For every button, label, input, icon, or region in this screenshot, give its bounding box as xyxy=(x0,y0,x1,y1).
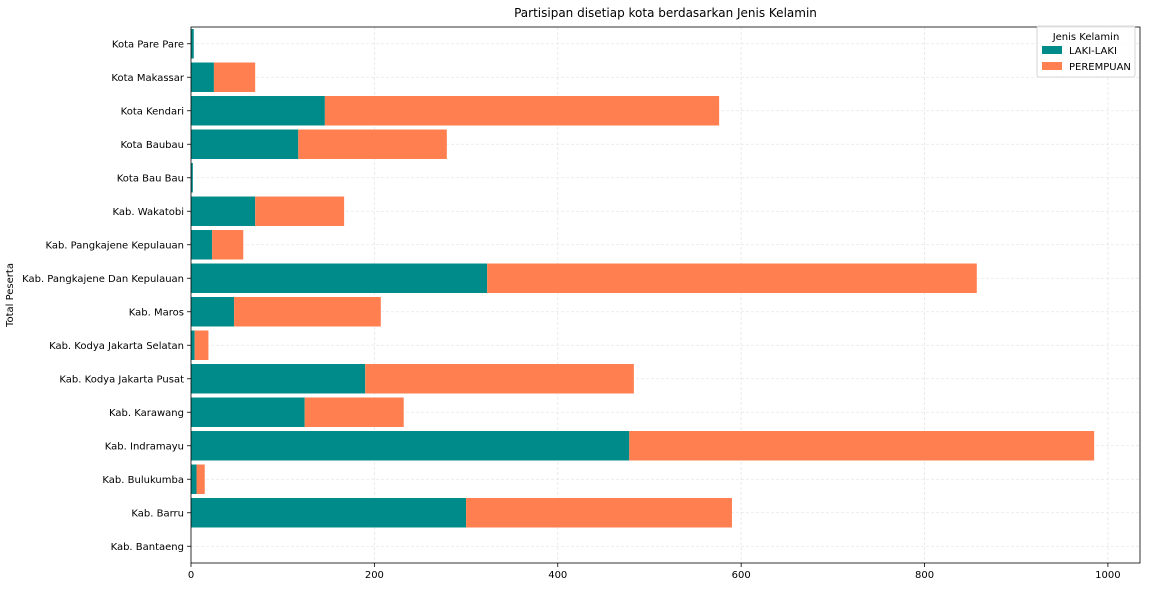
x-tick-label: 600 xyxy=(732,570,751,581)
bar-perempuan-kab-pangkajene-kepulauan xyxy=(212,230,244,260)
plot-frame xyxy=(190,26,1141,564)
y-tick-label: Kota Kendari xyxy=(121,106,184,117)
gridlines xyxy=(190,27,1140,563)
bar-laki-laki-kota-baubau xyxy=(191,129,299,159)
y-tick-label: Kab. Indramayu xyxy=(105,441,184,452)
bar-laki-laki-kab-karawang xyxy=(191,397,305,427)
legend-label-perempuan: PEREMPUAN xyxy=(1069,62,1131,73)
bar-laki-laki-kab-pangkajene-kepulauan xyxy=(191,230,213,260)
x-tick-label: 400 xyxy=(548,570,567,581)
bar-perempuan-kab-pangkajene-dan-kepulauan xyxy=(487,263,977,293)
y-tick-label: Kota Bau Bau xyxy=(117,173,184,184)
y-tick-label: Kab. Pangkajene Kepulauan xyxy=(45,240,184,251)
legend-title: Jenis Kelamin xyxy=(1052,32,1120,43)
x-tick-label: 0 xyxy=(188,570,194,581)
bar-laki-laki-kota-kendari xyxy=(191,96,325,126)
bar-laki-laki-kab-kodya-jakarta-pusat xyxy=(191,364,366,394)
bar-perempuan-kota-kendari xyxy=(324,96,720,126)
bar-perempuan-kab-barru xyxy=(466,498,732,528)
bar-perempuan-kab-kodya-jakarta-pusat xyxy=(365,364,634,394)
bar-laki-laki-kab-barru xyxy=(191,498,467,528)
y-tick-label: Kab. Wakatobi xyxy=(113,207,185,218)
y-tick-label: Kab. Bantaeng xyxy=(111,542,184,553)
bar-perempuan-kab-karawang xyxy=(304,397,404,427)
legend-swatch-laki-laki xyxy=(1042,46,1062,54)
bar-laki-laki-kab-kodya-jakarta-selatan xyxy=(191,330,195,360)
bar-perempuan-kab-indramayu xyxy=(629,431,1095,461)
bar-perempuan-kota-makassar xyxy=(213,62,256,92)
y-tick-label: Kab. Barru xyxy=(131,508,184,519)
y-tick-label: Kota Makassar xyxy=(111,73,184,84)
bar-laki-laki-kab-bulukumba xyxy=(191,464,197,494)
bar-laki-laki-kab-maros xyxy=(191,297,235,327)
y-axis-ticks: Kab. Bantaeng Kab. Barru Kab. Bulukumba Kab… xyxy=(22,39,191,553)
x-tick-label: 1000 xyxy=(1095,570,1120,581)
bar-perempuan-kab-kodya-jakarta-selatan xyxy=(194,330,209,360)
chart-title: Partisipan disetiap kota berdasarkan Jen… xyxy=(514,6,817,20)
y-tick-label: Kab. Maros xyxy=(129,307,184,318)
x-tick-label: 200 xyxy=(365,570,384,581)
bars xyxy=(191,29,1095,528)
y-tick-label: Kab. Bulukumba xyxy=(102,475,184,486)
bar-laki-laki-kab-indramayu xyxy=(191,431,630,461)
legend-swatch-perempuan xyxy=(1042,62,1062,70)
x-tick-label: 800 xyxy=(915,570,934,581)
bar-laki-laki-kota-bau-bau xyxy=(191,163,193,193)
y-tick-label: Kab. Kodya Jakarta Pusat xyxy=(59,374,184,385)
bar-laki-laki-kota-pare-pare xyxy=(191,29,194,59)
bar-perempuan-kab-bulukumba xyxy=(196,464,205,494)
y-axis-label: Total Peserta xyxy=(5,263,16,328)
bar-perempuan-kota-baubau xyxy=(298,129,447,159)
bar-laki-laki-kota-makassar xyxy=(191,62,214,92)
legend: Jenis Kelamin LAKI-LAKI PEREMPUAN xyxy=(1036,25,1136,78)
x-axis-ticks: 0 200 400 600 800 1000 xyxy=(188,563,1121,581)
legend-label-laki-laki: LAKI-LAKI xyxy=(1069,46,1117,57)
y-tick-label: Kota Pare Pare xyxy=(112,39,184,50)
bar-laki-laki-kab-wakatobi xyxy=(191,196,256,226)
y-tick-label: Kab. Karawang xyxy=(109,408,184,419)
y-tick-label: Kab. Kodya Jakarta Selatan xyxy=(49,341,184,352)
y-tick-label: Kab. Pangkajene Dan Kepulauan xyxy=(22,274,184,285)
axes xyxy=(190,26,1141,564)
bar-perempuan-kab-wakatobi xyxy=(255,196,345,226)
y-tick-label: Kota Baubau xyxy=(120,140,184,151)
bar-laki-laki-kab-pangkajene-dan-kepulauan xyxy=(191,263,488,293)
bar-perempuan-kab-maros xyxy=(234,297,381,327)
